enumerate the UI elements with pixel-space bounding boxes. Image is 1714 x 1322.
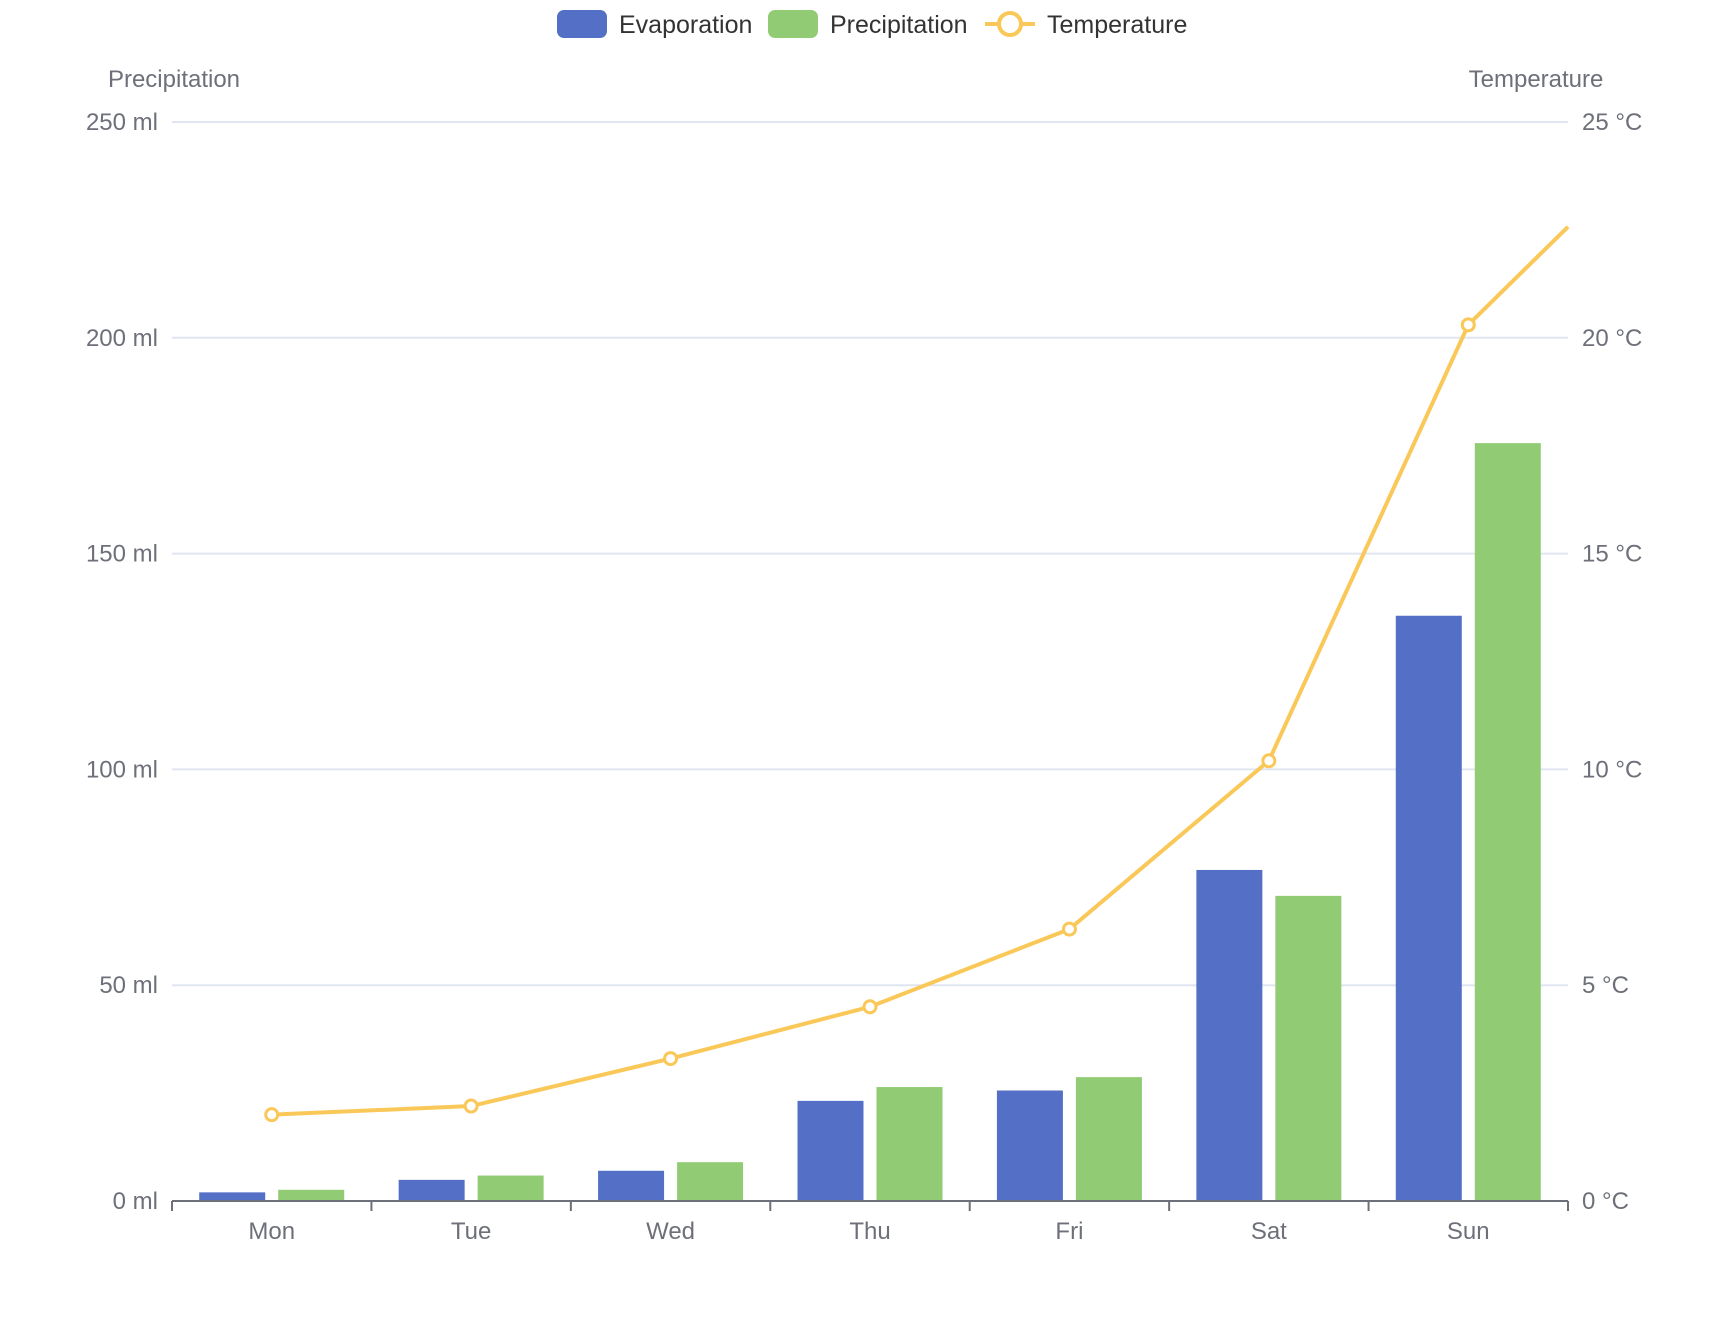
right-axis-tick-label: 10 °C [1582,756,1642,783]
grid-lines [172,121,1568,987]
legend-marker-temperature [997,11,1023,37]
bar-evaporation-sun[interactable] [1395,615,1462,1201]
bar-precipitation-thu[interactable] [876,1087,943,1201]
bar-series [199,443,1541,1201]
left-axis-title: Precipitation [108,66,240,93]
legend-swatch-precipitation [768,10,818,38]
axes: 0 ml 0 °C 50 ml 5 °C 100 ml 10 °C 150 ml 15 °C 2… [86,109,1642,1245]
right-axis-tick-label: 25 °C [1582,109,1642,136]
temperature-line [264,225,1570,1123]
x-axis-label-wed: Wed [646,1218,695,1245]
right-axis-tick-label: 0 °C [1582,1188,1629,1215]
legend-label-temperature: Temperature [1047,11,1187,39]
bar-precipitation-mon[interactable] [278,1189,345,1201]
temperature-point-sat[interactable] [1261,753,1277,769]
right-axis-title: Temperature [1469,66,1604,93]
right-axis-tick-label: 15 °C [1582,541,1642,568]
bar-evaporation-mon[interactable] [199,1192,266,1201]
right-axis-tick-label: 20 °C [1582,325,1642,352]
x-axis-label-mon: Mon [248,1218,295,1245]
bar-evaporation-sat[interactable] [1196,869,1263,1201]
temperature-point-wed[interactable] [663,1051,679,1067]
bar-evaporation-fri[interactable] [996,1090,1063,1201]
right-axis-tick-label: 5 °C [1582,972,1629,999]
legend: Evaporation Precipitation Temperature [557,10,1187,39]
x-axis-label-tue: Tue [451,1218,491,1245]
temperature-point-mon[interactable] [264,1107,280,1123]
x-axis-label-thu: Thu [849,1218,890,1245]
temperature-line-path [271,225,1570,1117]
left-axis-tick-label: 50 ml [99,972,158,999]
temperature-point-fri[interactable] [1061,921,1077,937]
bar-precipitation-wed[interactable] [677,1162,744,1201]
legend-item-temperature[interactable]: Temperature [985,11,1187,39]
legend-swatch-evaporation [557,10,607,38]
temperature-point-tue[interactable] [463,1098,479,1114]
x-axis-label-sun: Sun [1447,1218,1490,1245]
bar-evaporation-tue[interactable] [398,1179,465,1201]
left-axis-tick-label: 250 ml [86,109,158,136]
legend-label-precipitation: Precipitation [830,11,968,39]
legend-item-precipitation[interactable]: Precipitation [768,10,968,39]
temperature-point-thu[interactable] [862,999,878,1015]
bar-precipitation-tue[interactable] [477,1175,544,1201]
bar-precipitation-sat[interactable] [1275,895,1342,1201]
bar-precipitation-fri[interactable] [1075,1077,1142,1201]
x-axis-label-sat: Sat [1251,1218,1287,1245]
left-axis-tick-label: 0 ml [113,1188,158,1215]
bar-precipitation-sun[interactable] [1474,443,1541,1201]
left-axis-tick-label: 150 ml [86,541,158,568]
legend-label-evaporation: Evaporation [619,11,752,39]
legend-item-evaporation[interactable]: Evaporation [557,10,752,39]
bar-evaporation-thu[interactable] [797,1100,864,1201]
left-axis-tick-label: 100 ml [86,756,158,783]
left-axis-tick-label: 200 ml [86,325,158,352]
temperature-point-sun[interactable] [1460,317,1476,333]
x-axis-label-fri: Fri [1055,1218,1083,1245]
bar-evaporation-wed[interactable] [598,1170,665,1201]
